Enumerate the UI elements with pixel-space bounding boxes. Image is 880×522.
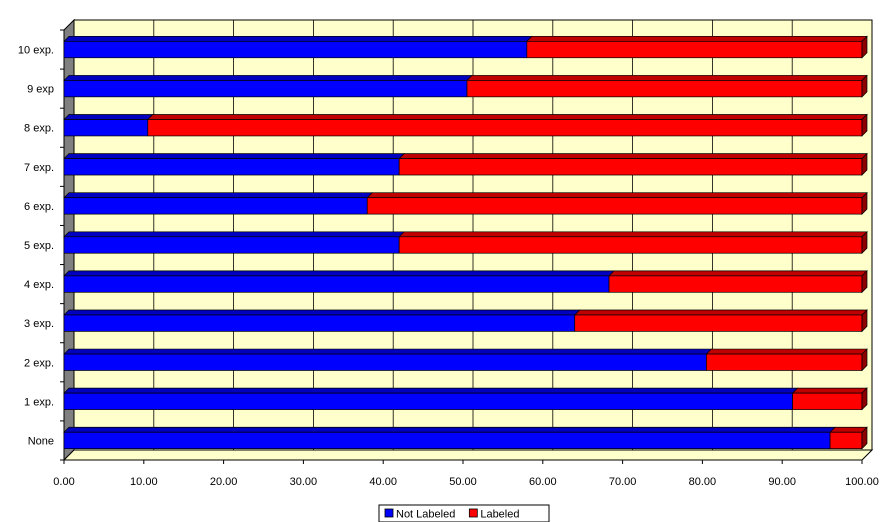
plot-floor [62,449,874,461]
x-tick-label: 80.00 [689,476,717,488]
x-tick-label: 0.00 [53,476,74,488]
bar-labeled-7-exp- [398,158,863,176]
bar-top-face [829,426,868,433]
y-tick-label: 7 exp. [24,162,54,174]
y-axis-tick-labels: None 1 exp. 2 exp. 3 exp. 4 exp. 5 exp. 6 exp.… [18,45,54,448]
bar-labeled-5-exp- [398,236,863,254]
bar-labeled-6-exp- [366,197,863,215]
bar-side-face [861,113,868,137]
bar-top-face [608,270,868,277]
x-tick-label: 20.00 [210,476,238,488]
bar-side-face [861,152,868,176]
bar-not-labeled-3-exp- [63,314,576,332]
legend-swatch [384,508,394,518]
y-tick-label: None [28,435,54,447]
y-tick-label: 10 exp. [18,45,54,57]
bar-top-face [63,114,154,120]
bar-labeled-10-exp- [526,40,863,59]
bar-side-face [861,348,868,372]
bar-top-face [366,192,868,199]
bar-top-face [63,192,374,199]
bar-top-face [466,75,868,81]
bar-side-face [861,191,868,215]
bar-labeled-3-exp- [574,314,863,332]
bar-side-face [861,74,868,98]
bar-top-face [525,35,868,42]
y-tick-label: 8 exp. [24,123,54,135]
bar-not-labeled-6-exp- [63,197,368,215]
bar-side-face [861,426,868,450]
legend-label: Labeled [480,509,519,521]
bar-not-labeled-7-exp- [63,158,400,176]
bar-not-labeled-5-exp- [63,236,400,254]
bar-side-face [861,35,868,59]
bar-top-face [791,387,868,394]
bar-not-labeled-4-exp- [63,275,610,293]
x-tick-label: 70.00 [609,476,637,488]
bar-not-labeled-1-exp- [63,392,793,410]
y-tick-label: 6 exp. [24,201,54,213]
legend-box [378,504,550,522]
bar-not-labeled-10-exp- [63,40,528,59]
y-tick-label: 1 exp. [24,396,54,408]
bars [63,35,868,450]
bar-top-face [398,153,868,159]
y-tick-label: 5 exp. [24,240,54,252]
y-tick-label: 3 exp. [24,318,54,330]
x-tick-label: 100.00 [845,476,879,488]
x-tick-label: 30.00 [290,476,318,488]
x-tick-label: 90.00 [768,476,796,488]
bar-side-face [861,387,868,411]
bar-top-face [63,309,581,316]
bar-labeled-8-exp- [147,119,863,137]
bar-top-face [63,387,799,394]
bar-top-face [63,153,406,159]
legend-label: Not Labeled [396,509,455,521]
x-tick-label: 60.00 [529,476,557,488]
bar-side-face [861,270,868,294]
bar-top-face [398,231,868,238]
bar-labeled-2-exp- [706,353,863,371]
bar-top-face [146,114,868,120]
bar-labeled-1-exp- [792,392,863,410]
bar-top-face [63,426,836,433]
bar-labeled-none [829,431,863,450]
bar-top-face [63,35,533,42]
bar-top-face [63,348,713,355]
bar-not-labeled-8-exp- [63,119,149,137]
y-tick-label: 9 exp [27,84,54,96]
bar-top-face [63,75,473,81]
bar-labeled-4-exp- [608,275,863,293]
x-tick-label: 10.00 [130,476,158,488]
bar-not-labeled-none [63,431,831,450]
bar-side-face [861,309,868,333]
x-tick-label: 50.00 [449,476,477,488]
bar-not-labeled-2-exp- [63,353,707,371]
x-axis-tick-labels: 0.00 10.00 20.00 30.00 40.00 50.00 60.00 70.00 8… [53,460,879,488]
bar-top-face [63,270,615,277]
bar-top-face [705,348,868,355]
y-tick-label: 4 exp. [24,279,54,291]
bar-top-face [573,309,868,316]
bar-not-labeled-9-exp [63,80,468,98]
bar-side-face [861,230,868,255]
x-tick-label: 40.00 [369,476,397,488]
legend-swatch [468,508,478,518]
bar-top-face [63,231,406,238]
bar-labeled-9-exp [466,80,863,98]
y-tick-label: 2 exp. [24,357,54,369]
legend: Not Labeled Labeled [378,504,550,522]
